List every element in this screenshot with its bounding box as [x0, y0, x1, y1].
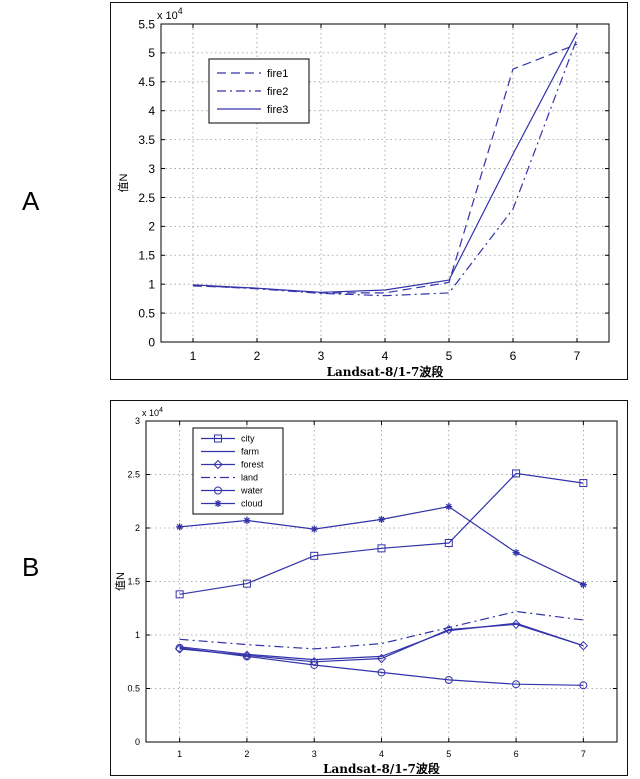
data-point-water — [579, 681, 588, 690]
y-tick-label: 3 — [148, 162, 155, 176]
panel-label-b: B — [22, 552, 40, 582]
data-point-cloud — [512, 549, 520, 557]
y-tick-label: 0.5 — [138, 306, 155, 320]
legend-label-fire2: fire2 — [267, 86, 288, 98]
data-point-water — [512, 680, 521, 689]
data-point-cloud — [243, 517, 251, 525]
series-farm — [179, 622, 584, 661]
x-axis-label: Landsat-8/1-7波段 — [327, 364, 445, 378]
legend-label-water: water — [240, 486, 263, 496]
chart-b-frame: 0 0.5 1 1.5 2 2.5 3 1 2 3 4 5 6 7 x 104 Landsat-8/1-7波段… — [110, 400, 628, 776]
panel-label-a: A — [22, 186, 40, 216]
data-point-forest — [578, 640, 589, 651]
legend-marker-water — [214, 486, 222, 495]
y-axis-label: 值N — [117, 173, 130, 192]
data-point-water — [377, 668, 386, 677]
x-tick-label: 1 — [190, 349, 197, 363]
x-tick-label: 2 — [254, 349, 261, 363]
data-point-city — [377, 544, 386, 553]
data-point-forest — [376, 653, 387, 664]
data-point-city — [310, 551, 319, 560]
data-point-cloud — [445, 503, 453, 511]
x-tick-label: 4 — [379, 749, 384, 759]
y-tick-label: 2.5 — [138, 191, 155, 205]
y-tick-label: 0 — [148, 335, 155, 349]
data-point-forest — [511, 619, 521, 630]
chart-b: 0 0.5 1 1.5 2 2.5 3 1 2 3 4 5 6 7 x 104 Landsat-8/1-7波段… — [114, 405, 618, 776]
x-tick-label: 7 — [574, 349, 581, 363]
legend-label-fire3: fire3 — [267, 104, 288, 116]
legend: city farm forest land water cloud — [192, 427, 284, 515]
chart-a: 0 0.5 1 1.5 2 2.5 3 3.5 4 4.5 5 5.5 1 2 3 4 5 6 7 x 104 Land… — [117, 6, 610, 379]
series-fire3 — [192, 32, 578, 293]
legend-label-cloud: cloud — [241, 499, 263, 509]
x-tick-label: 7 — [581, 749, 586, 759]
y-tick-label: 1.5 — [127, 577, 140, 587]
legend-marker-cloud — [214, 500, 222, 507]
x-tick-label: 2 — [244, 749, 249, 759]
legend: fire1 fire2 fire3 — [208, 58, 310, 124]
series-water — [175, 643, 588, 690]
legend-box — [192, 427, 284, 515]
series-line-fire3 — [192, 32, 578, 293]
data-point-water — [175, 643, 184, 652]
series-line-water — [179, 647, 584, 686]
series-line-city — [179, 472, 584, 595]
legend-label-farm: farm — [241, 447, 259, 457]
x-tick-label: 5 — [446, 349, 453, 363]
y-tick-label: 5 — [148, 46, 155, 60]
data-point-cloud — [579, 581, 587, 589]
data-point-water — [444, 675, 453, 684]
legend-marker-forest — [213, 459, 223, 470]
x-tick-label: 3 — [312, 749, 317, 759]
series-forest — [174, 619, 589, 667]
data-point-city — [175, 590, 184, 599]
y-tick-label: 2 — [135, 523, 140, 533]
data-point-cloud — [378, 515, 385, 523]
data-point-forest — [309, 657, 319, 667]
y-tick-label: 4.5 — [138, 75, 155, 89]
x-tick-label: 3 — [318, 349, 325, 363]
x-axis-label: Landsat-8/1-7波段 — [323, 761, 441, 774]
chart-a-frame: 0 0.5 1 1.5 2 2.5 3 3.5 4 4.5 5 5.5 1 2 3 4 5 6 7 x 104 Land… — [110, 2, 628, 380]
y-tick-label: 3 — [135, 416, 140, 426]
y-axis-label: 值N — [114, 572, 127, 591]
data-point-cloud — [310, 525, 318, 533]
y-exponent-label: x 104 — [142, 405, 163, 418]
x-tick-label: 6 — [510, 349, 517, 363]
x-tick-label: 1 — [177, 749, 182, 759]
legend-marker-city — [214, 434, 222, 443]
y-tick-label: 2.5 — [127, 470, 140, 480]
series-cloud — [176, 503, 587, 589]
y-tick-label: 0.5 — [127, 684, 140, 694]
y-tick-label: 5.5 — [138, 17, 155, 31]
x-tick-label: 6 — [514, 749, 519, 759]
y-tick-label: 1 — [135, 630, 140, 640]
series-line-farm — [179, 622, 584, 661]
y-tick-label: 1 — [148, 278, 155, 292]
legend-label-fire1: fire1 — [267, 68, 288, 80]
data-point-city — [512, 469, 521, 478]
legend-label-city: city — [241, 434, 255, 444]
y-exponent-label: x 104 — [157, 6, 183, 22]
series-line-forest — [179, 623, 584, 663]
x-tick-label: 4 — [382, 349, 389, 363]
y-tick-label: 1.5 — [138, 249, 155, 263]
legend-label-land: land — [241, 473, 258, 483]
data-point-city — [242, 579, 251, 588]
y-tick-label: 2 — [148, 220, 155, 234]
series-city — [175, 469, 588, 599]
y-tick-label: 0 — [135, 737, 140, 747]
data-point-water — [242, 652, 251, 661]
y-tick-label: 4 — [148, 104, 155, 118]
legend-label-forest: forest — [241, 460, 264, 470]
data-point-water — [310, 660, 319, 669]
data-point-cloud — [176, 523, 184, 531]
y-tick-label: 3.5 — [138, 133, 155, 147]
x-tick-label: 5 — [446, 749, 451, 759]
data-point-city — [579, 479, 588, 488]
data-point-city — [444, 538, 453, 547]
